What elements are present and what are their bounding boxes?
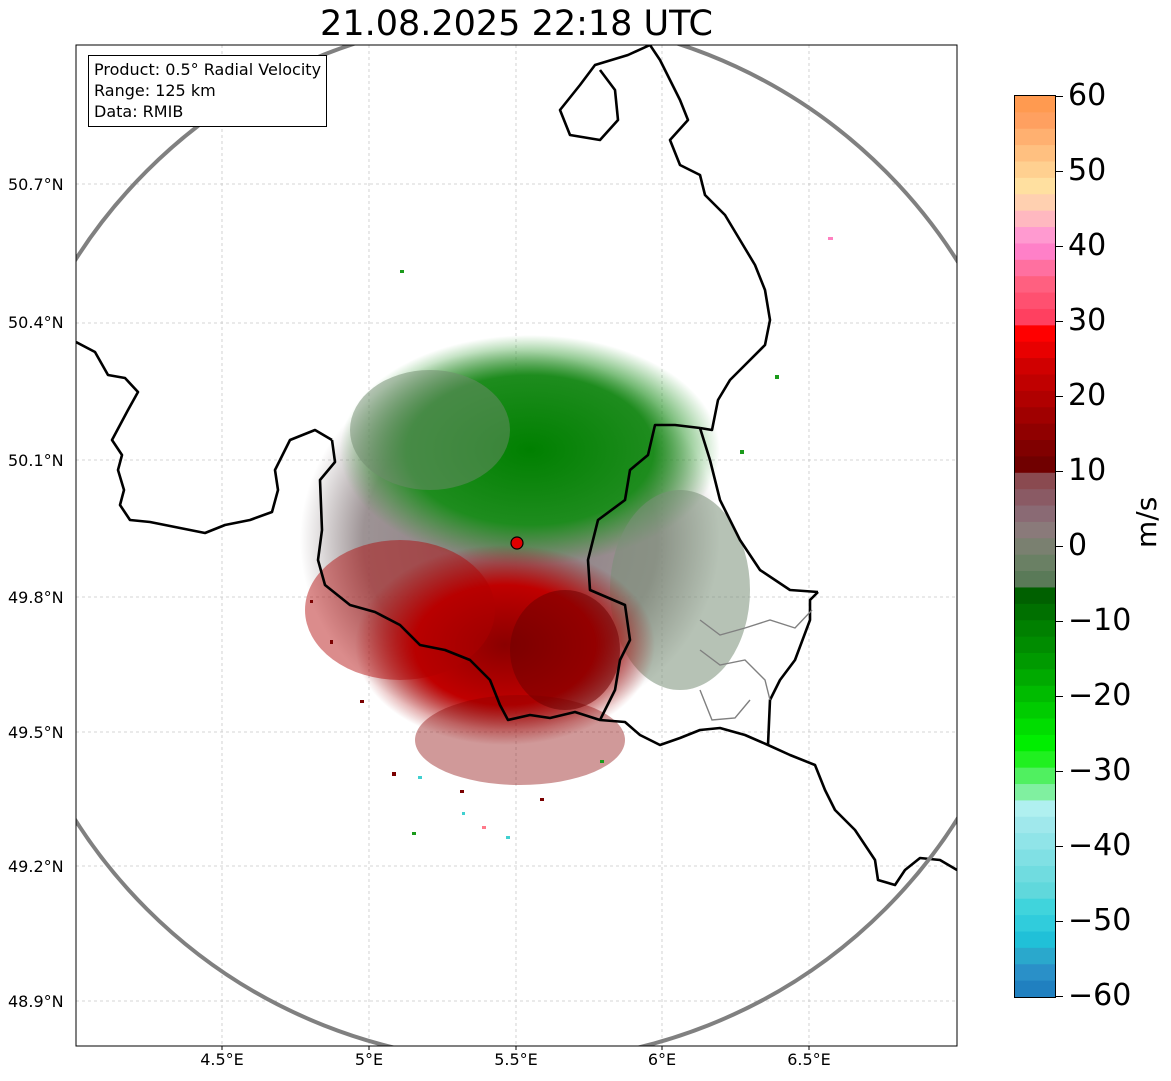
colorbar-step — [1015, 210, 1055, 228]
colorbar-tick-label: 30 — [1068, 303, 1107, 338]
colorbar-step — [1015, 96, 1055, 113]
lat-label: 50.1°N — [8, 451, 64, 470]
colorbar-step — [1015, 407, 1055, 425]
colorbar-tick-label: 20 — [1068, 378, 1107, 413]
lat-label: 50.7°N — [8, 175, 64, 194]
colorbar-tick-label: 50 — [1068, 153, 1107, 188]
colorbar-step — [1015, 505, 1055, 523]
colorbar-step — [1015, 964, 1055, 982]
colorbar-step — [1015, 816, 1055, 834]
colorbar-tick-label: 10 — [1068, 453, 1107, 488]
colorbar-tick-label: 40 — [1068, 228, 1107, 263]
colorbar-step — [1015, 947, 1055, 965]
country-borders — [76, 45, 957, 887]
product-text: Product: 0.5° Radial Velocity — [94, 60, 322, 79]
colorbar-step — [1015, 784, 1055, 802]
colorbar-tick-label: −30 — [1068, 753, 1132, 788]
colorbar-tick-label: −20 — [1068, 678, 1132, 713]
colorbar-step — [1015, 489, 1055, 507]
colorbar-step — [1015, 865, 1055, 883]
colorbar-step — [1015, 833, 1055, 851]
radar-site-marker[interactable] — [510, 536, 524, 550]
colorbar-step — [1015, 259, 1055, 277]
lon-label: 4.5°E — [200, 1050, 244, 1069]
colorbar-tick-label: −40 — [1068, 828, 1132, 863]
colorbar-tick-label: 60 — [1068, 78, 1107, 113]
lon-label: 6.5°E — [787, 1050, 831, 1069]
colorbar-step — [1015, 980, 1055, 997]
colorbar-step — [1015, 800, 1055, 818]
colorbar-step — [1015, 915, 1055, 933]
colorbar-step — [1015, 308, 1055, 326]
colorbar-step — [1015, 243, 1055, 261]
velocity-field — [300, 237, 833, 839]
colorbar-tick-label: −50 — [1068, 903, 1132, 938]
colorbar-step — [1015, 882, 1055, 900]
colorbar-step — [1015, 358, 1055, 376]
lat-label: 49.2°N — [8, 857, 64, 876]
colorbar-step — [1015, 325, 1055, 343]
colorbar-step — [1015, 767, 1055, 785]
colorbar-step — [1015, 718, 1055, 736]
colorbar-step — [1015, 669, 1055, 687]
colorbar-step — [1015, 128, 1055, 146]
colorbar-step — [1015, 620, 1055, 638]
velocity-colorbar — [1014, 95, 1056, 998]
colorbar-step — [1015, 685, 1055, 703]
colorbar-step — [1015, 898, 1055, 916]
colorbar-step — [1015, 931, 1055, 949]
colorbar-unit-label: m/s — [1130, 496, 1163, 548]
colorbar-step — [1015, 292, 1055, 310]
colorbar-step — [1015, 472, 1055, 490]
colorbar-step — [1015, 538, 1055, 556]
lon-label: 5.5°E — [494, 1050, 538, 1069]
colorbar-step — [1015, 112, 1055, 130]
data-source-text: Data: RMIB — [94, 102, 184, 121]
product-info-box: Product: 0.5° Radial Velocity Range: 125… — [88, 55, 328, 127]
map-title: 21.08.2025 22:18 UTC — [320, 4, 713, 44]
colorbar-step — [1015, 194, 1055, 212]
colorbar-step — [1015, 145, 1055, 163]
range-text: Range: 125 km — [94, 81, 216, 100]
colorbar-step — [1015, 734, 1055, 752]
colorbar-step — [1015, 423, 1055, 441]
colorbar-step — [1015, 440, 1055, 457]
colorbar-step — [1015, 276, 1055, 294]
colorbar-step — [1015, 374, 1055, 392]
colorbar-step — [1015, 177, 1055, 195]
colorbar-tick-label: 0 — [1068, 528, 1088, 563]
colorbar-step — [1015, 652, 1055, 670]
colorbar-step — [1015, 456, 1055, 474]
colorbar-tick-label: −60 — [1068, 978, 1132, 1013]
region-borders — [699, 609, 813, 721]
colorbar-step — [1015, 702, 1055, 720]
lat-label: 49.8°N — [8, 588, 64, 607]
colorbar-step — [1015, 751, 1055, 769]
colorbar-step — [1015, 636, 1055, 654]
lat-label: 50.4°N — [8, 313, 64, 332]
colorbar-step — [1015, 390, 1055, 408]
lon-label: 6°E — [647, 1050, 677, 1069]
colorbar-step — [1015, 603, 1055, 621]
lon-label: 5°E — [354, 1050, 384, 1069]
lat-label: 48.9°N — [8, 992, 64, 1011]
colorbar-step — [1015, 341, 1055, 359]
colorbar-step — [1015, 571, 1055, 589]
colorbar-tick-label: −10 — [1068, 603, 1132, 638]
colorbar-step — [1015, 161, 1055, 179]
lat-label: 49.5°N — [8, 723, 64, 742]
colorbar-step — [1015, 227, 1055, 245]
colorbar-step — [1015, 521, 1055, 539]
colorbar-step — [1015, 849, 1055, 867]
colorbar-step — [1015, 554, 1055, 572]
colorbar-step — [1015, 587, 1055, 605]
